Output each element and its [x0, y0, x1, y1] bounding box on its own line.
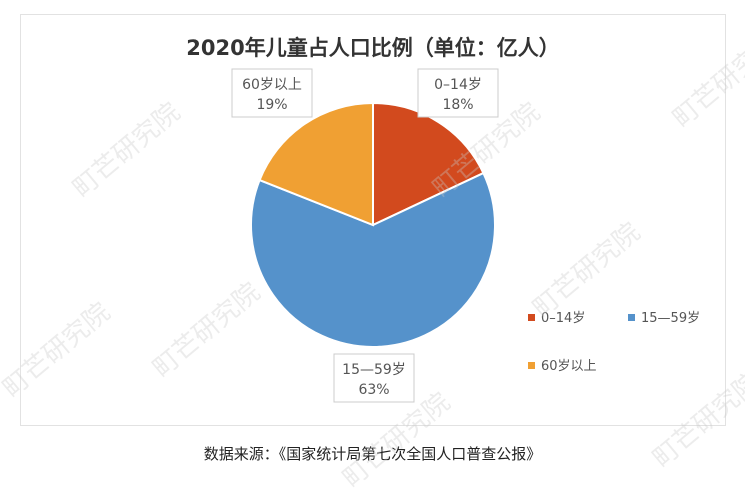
data-label-box [231, 68, 313, 118]
legend-label: 15—59岁 [641, 311, 700, 326]
legend-swatch [628, 314, 635, 321]
data-label-category: 15—59岁 [342, 362, 406, 378]
pie-slice [258, 101, 374, 227]
chart-title: 2020年儿童占人口比例（单位：亿人） [186, 36, 559, 60]
source-note: 数据来源：《国家统计局第七次全国人口普查公报》 [203, 445, 542, 463]
pie-slice [250, 171, 496, 348]
pie-slice [372, 101, 485, 227]
legend-swatch [528, 314, 535, 321]
data-label-value: 19% [256, 97, 287, 113]
legend-label: 60岁以上 [541, 359, 597, 374]
legend-label: 0–14岁 [541, 311, 585, 326]
data-label-value: 18% [442, 97, 473, 113]
legend-swatch [528, 362, 535, 369]
data-label-box [417, 68, 499, 118]
data-label-category: 0–14岁 [434, 77, 482, 93]
data-label-category: 60岁以上 [242, 77, 302, 93]
data-label-box [333, 353, 415, 403]
data-label-value: 63% [358, 382, 389, 398]
